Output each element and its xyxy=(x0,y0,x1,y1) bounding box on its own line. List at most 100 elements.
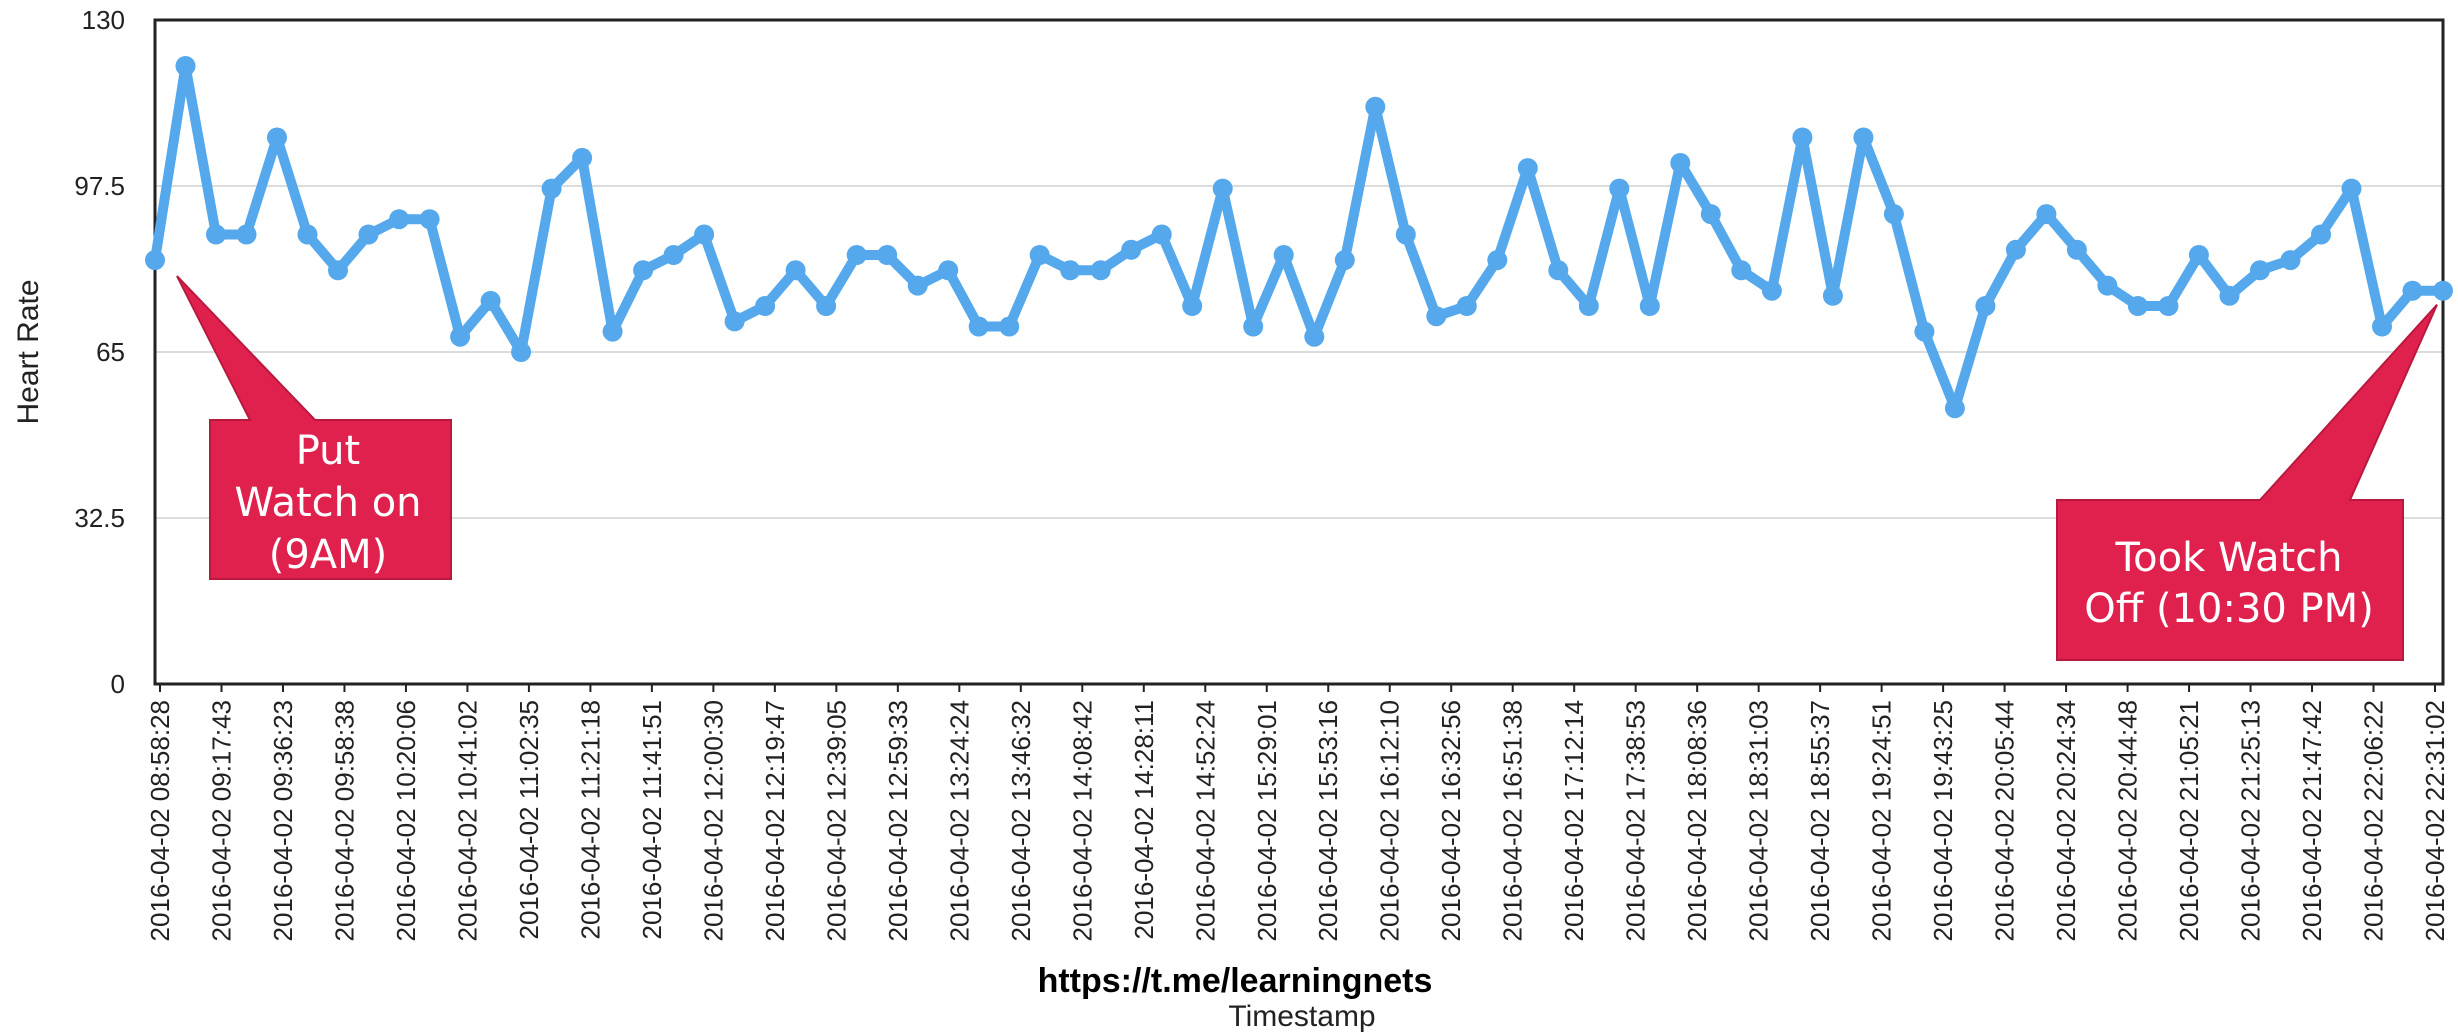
x-axis-title: Timestamp xyxy=(1228,1000,1375,1033)
data-point xyxy=(511,342,532,362)
annotation-took-watch-off: Took Watch Off (10:30 PM) xyxy=(2056,304,2438,661)
data-point xyxy=(1426,306,1447,327)
data-point xyxy=(1273,245,1294,265)
data-point xyxy=(2219,285,2240,306)
data-point xyxy=(968,316,989,337)
data-point xyxy=(206,224,226,245)
data-point xyxy=(2250,260,2270,281)
data-point xyxy=(877,245,898,265)
data-point xyxy=(1670,153,1691,173)
y-tick-label: 130 xyxy=(82,5,125,35)
x-tick-label: 2016-04-02 10:20:06 xyxy=(391,700,421,941)
data-point xyxy=(1090,260,1111,281)
x-tick-label: 2016-04-02 13:24:24 xyxy=(944,700,974,941)
data-point xyxy=(389,209,410,230)
data-point xyxy=(1700,204,1721,225)
x-tick-label: 2016-04-02 09:58:38 xyxy=(329,700,359,941)
data-point xyxy=(1060,260,1081,281)
y-tick-label: 0 xyxy=(111,669,125,699)
x-tick-label: 2016-04-02 13:46:32 xyxy=(1006,700,1036,941)
data-point xyxy=(755,296,776,316)
data-point xyxy=(602,321,623,342)
data-point xyxy=(267,127,287,148)
data-point xyxy=(938,260,959,281)
data-point xyxy=(480,290,501,311)
annotation-took-watch-off-shape xyxy=(2056,304,2438,661)
x-tick-label: 2016-04-02 15:29:01 xyxy=(1252,700,1282,941)
data-point xyxy=(1517,158,1538,179)
data-point xyxy=(1944,398,1965,419)
x-tick-label: 2016-04-02 14:08:42 xyxy=(1067,700,1097,941)
data-point xyxy=(1212,178,1233,199)
data-point xyxy=(2158,296,2179,316)
x-tick-label: 2016-04-02 16:32:56 xyxy=(1436,700,1466,941)
data-point xyxy=(541,178,562,199)
plot-frame xyxy=(153,18,2445,686)
data-point xyxy=(175,56,196,76)
data-point xyxy=(1731,260,1752,281)
series-group xyxy=(145,56,2453,419)
x-tick-label: 2016-04-02 11:41:51 xyxy=(637,700,667,940)
data-point xyxy=(1365,96,1386,117)
data-point xyxy=(145,250,165,271)
data-point xyxy=(2097,275,2118,296)
data-point xyxy=(1914,321,1935,342)
data-point xyxy=(2036,204,2057,225)
x-tick-label: 2016-04-02 11:21:18 xyxy=(575,700,605,940)
data-point xyxy=(2402,280,2423,301)
data-point xyxy=(2341,178,2362,199)
x-tick-label: 2016-04-02 08:58:28 xyxy=(145,700,175,941)
x-tick-label: 2016-04-02 21:47:42 xyxy=(2297,700,2327,941)
data-point xyxy=(999,316,1020,337)
data-point xyxy=(1609,178,1630,199)
x-tick-label: 2016-04-02 17:38:53 xyxy=(1621,700,1651,941)
x-tick-label: 2016-04-02 19:24:51 xyxy=(1867,700,1897,941)
x-tick-label: 2016-04-02 15:53:16 xyxy=(1313,700,1343,941)
x-tick-label: 2016-04-02 12:19:47 xyxy=(760,700,790,941)
x-tick-label: 2016-04-02 14:52:24 xyxy=(1190,700,1220,941)
x-tick-label: 2016-04-02 14:28:11 xyxy=(1129,700,1159,940)
data-point xyxy=(2280,250,2301,271)
data-point xyxy=(694,224,715,245)
data-point xyxy=(1853,127,1874,148)
grid-lines xyxy=(155,185,2443,519)
annotation-put-watch-on: Put Watch on (9AM) xyxy=(176,275,452,580)
y-tick-label: 32.5 xyxy=(74,503,125,533)
x-tick-label: 2016-04-02 16:51:38 xyxy=(1498,700,1528,941)
x-tick-label: 2016-04-02 10:41:02 xyxy=(452,700,482,941)
data-point xyxy=(419,209,440,230)
annotations: Put Watch on (9AM) Took Watch Off (10:30… xyxy=(176,275,2438,661)
x-tick-label: 2016-04-02 21:25:13 xyxy=(2236,700,2266,941)
x-tick-label: 2016-04-02 12:59:33 xyxy=(883,700,913,941)
data-point xyxy=(297,224,318,245)
data-point xyxy=(1151,224,1172,245)
annotation-put-watch-on-line-2: Watch on xyxy=(234,480,421,526)
annotation-put-watch-on-line-1: Put xyxy=(296,428,360,474)
data-point xyxy=(907,275,928,296)
x-tick-label: 2016-04-02 12:00:30 xyxy=(698,700,728,941)
data-point xyxy=(1487,250,1508,271)
x-tick-labels: 2016-04-02 08:58:28 2016-04-02 09:17:43 20… xyxy=(145,684,2450,941)
x-tick-label: 2016-04-02 22:31:02 xyxy=(2420,700,2450,941)
x-tick-label: 2016-04-02 11:02:35 xyxy=(514,700,544,940)
annotation-put-watch-on-shape xyxy=(176,275,452,580)
data-point xyxy=(1975,296,1996,316)
annotation-took-watch-off-line-1: Took Watch xyxy=(2115,535,2343,581)
data-point xyxy=(2188,245,2209,265)
x-tick-label: 2016-04-02 18:31:03 xyxy=(1744,700,1774,941)
data-point xyxy=(2005,239,2026,260)
x-tick-label: 2016-04-02 09:17:43 xyxy=(206,700,236,941)
y-tick-labels: 0 32.5 65 97.5 130 xyxy=(74,5,125,699)
data-point xyxy=(572,147,593,168)
x-tick-label: 2016-04-02 22:06:22 xyxy=(2359,700,2389,941)
data-point xyxy=(1822,285,1843,306)
y-tick-label: 97.5 xyxy=(74,171,125,201)
y-axis-title: Heart Rate xyxy=(12,279,45,424)
data-point xyxy=(1395,224,1416,245)
data-point xyxy=(2127,296,2148,316)
data-point xyxy=(2433,280,2453,301)
data-point xyxy=(1761,280,1782,301)
x-tick-label: 2016-04-02 20:05:44 xyxy=(1990,700,2020,941)
data-point xyxy=(1243,316,1264,337)
data-point xyxy=(633,260,654,281)
